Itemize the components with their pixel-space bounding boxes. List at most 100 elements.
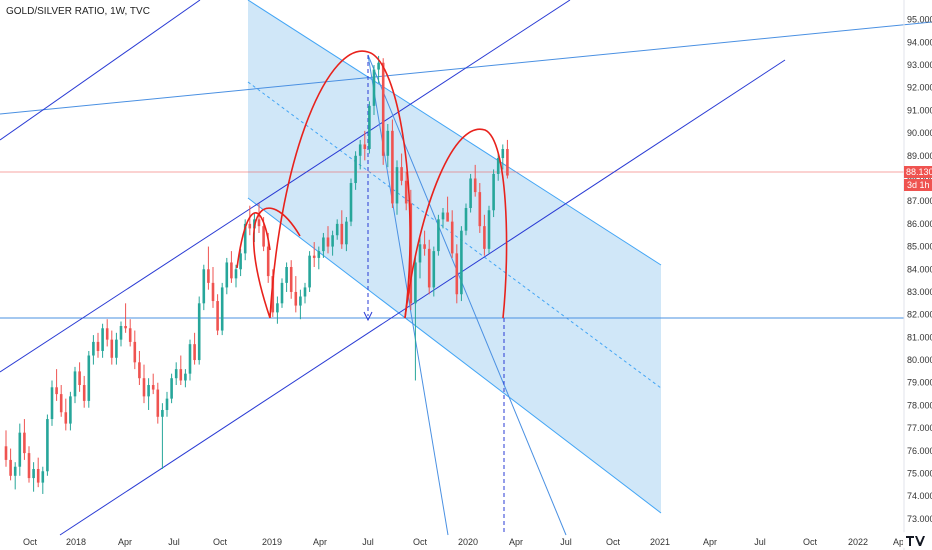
countdown-tag [904,179,932,191]
candle-body [225,262,229,288]
y-tick-label: 74.000 [907,491,932,501]
candle-body [27,453,31,479]
candle-body [128,328,132,342]
candle-body [317,251,321,258]
y-tick-label: 73.000 [907,514,932,524]
candle-body [110,339,114,358]
candle-body [170,378,173,399]
y-tick-label: 76.000 [907,446,932,456]
candle-body [455,253,459,295]
candle-body [73,371,77,397]
candle-body [363,144,367,149]
candle-body [36,468,40,483]
candle-body [147,385,150,397]
time-axis[interactable]: Oct 2018 Apr Jul Oct 2019 Apr Jul Oct 2020 Apr Jul O… [23,537,907,547]
candle-body [414,262,417,304]
candle-body [179,369,183,381]
y-tick-label: 92.000 [907,83,932,93]
candle-body [372,69,376,106]
candle-body [326,237,330,247]
candle-body [303,287,307,297]
y-tick-label: 94.000 [907,37,932,47]
y-tick-label: 83.000 [907,287,932,297]
candle-body [41,471,45,483]
y-tick-label: 89.000 [907,151,932,161]
candle-body [257,219,261,227]
candle-body [188,344,192,374]
candle-body [432,251,436,288]
candle-body [441,212,445,220]
y-tick-label: 75.000 [907,469,932,479]
candlestick-series [4,55,509,494]
candle-body [289,267,293,292]
x-tick-label: Jul [560,537,572,547]
y-tick-label: 85.000 [907,242,932,252]
candle-body [115,339,118,358]
candle-body [446,212,449,222]
candle-body [18,432,22,467]
candle-body [381,62,385,156]
candle-body [262,226,265,247]
y-tick-label: 80.000 [907,355,932,365]
x-tick-label: Oct [213,537,228,547]
arc-head [269,50,411,319]
x-tick-label: 2019 [262,537,282,547]
candle-body [78,371,81,386]
x-tick-label: Apr [509,537,523,547]
candle-body [377,62,380,70]
candle-body [184,373,187,381]
candle-body [354,155,357,184]
candle-body [239,253,242,270]
last-price-value: 88.130 [906,167,932,177]
x-tick-label: Jul [168,537,180,547]
candle-body [92,341,95,356]
candle-body [211,282,215,302]
candle-body [174,369,178,379]
y-tick-label: 86.000 [907,219,932,229]
candle-body [285,267,288,283]
candle-body [197,303,201,361]
x-tick-label: Jul [362,537,374,547]
candle-body [418,244,422,263]
y-tick-label: 91.000 [907,105,932,115]
candle-body [358,144,362,156]
candle-body [202,269,206,304]
candle-body [506,148,509,176]
candle-body [391,130,394,204]
candle-body [460,230,463,295]
channel-median-line [247,81,662,389]
x-tick-label: Apr [893,537,907,547]
candle-body [335,223,339,236]
candle-body [133,341,137,363]
candle-body [4,446,8,460]
candle-body [46,419,49,472]
candle-body [299,296,302,306]
candle-body [280,282,284,304]
candle-body [368,105,371,149]
channel-upper-line [247,0,662,266]
x-tick-label: Jul [754,537,766,547]
x-tick-label: Apr [313,537,327,547]
projection-arrow-1 [363,311,373,322]
x-tick-label: Oct [23,537,38,547]
arc-left-shoulder [252,207,301,319]
candle-body [483,226,486,249]
price-axis[interactable]: 73.000 74.000 75.000 76.000 77.000 78.000 79.0… [903,0,932,550]
candle-body [87,355,91,401]
arc-left-shoulder-body [236,212,271,269]
y-tick-label: 93.000 [907,60,932,70]
candle-body [207,269,210,283]
candle-body [13,466,17,476]
y-tick-label: 82.000 [907,310,932,320]
candle-body [469,178,472,208]
upper-trendline-mid [0,0,571,373]
candle-body [386,130,390,156]
candle-body [492,173,495,211]
candle-body [450,221,454,254]
tradingview-logo-icon[interactable] [903,532,931,548]
candle-body [161,409,164,417]
candle-body [423,244,426,249]
candle-body [142,378,146,397]
chart-title: GOLD/SILVER RATIO, 1W, TVC [6,6,150,17]
